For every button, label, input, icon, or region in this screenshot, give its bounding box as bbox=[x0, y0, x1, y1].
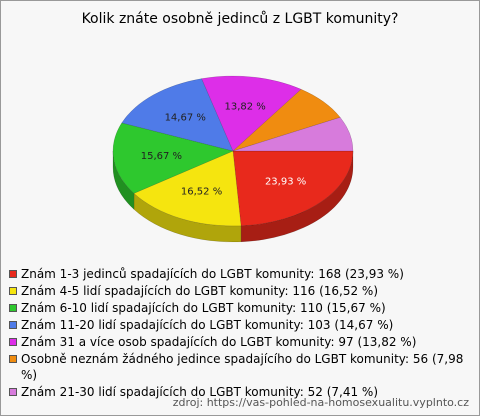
legend-swatch bbox=[9, 355, 17, 363]
slice bbox=[121, 78, 234, 152]
data-label: 14,67 % bbox=[165, 112, 206, 123]
legend-label: Znám 21-30 lidí spadajících do LGBT komu… bbox=[21, 385, 379, 399]
slice bbox=[232, 150, 354, 227]
legend: Znám 1-3 jedinců spadajících do LGBT kom… bbox=[9, 266, 471, 401]
legend-swatch bbox=[9, 287, 17, 295]
slice bbox=[232, 88, 341, 152]
data-label: 15,67 % bbox=[141, 151, 182, 162]
legend-label: Znám 6-10 lidí spadajících do LGBT komun… bbox=[21, 301, 386, 315]
legend-swatch bbox=[9, 270, 17, 278]
slice bbox=[112, 122, 234, 194]
legend-item: Osobně neznám žádného jedince spadajícíh… bbox=[9, 351, 471, 383]
source: zdroj: https://vas-pohled-na-homosexuali… bbox=[172, 396, 469, 409]
legend-item: Znám 11-20 lidí spadajících do LGBT komu… bbox=[9, 317, 471, 333]
legend-swatch bbox=[9, 388, 17, 396]
legend-label: Znám 11-20 lidí spadajících do LGBT komu… bbox=[21, 318, 394, 332]
legend-label: Znám 31 a více osob spadajících do LGBT … bbox=[21, 335, 417, 349]
slice bbox=[201, 75, 302, 152]
data-label: 13,82 % bbox=[224, 102, 265, 113]
legend-swatch bbox=[9, 304, 17, 312]
legend-label: Znám 4-5 lidí spadajících do LGBT komuni… bbox=[21, 284, 379, 298]
slice bbox=[232, 117, 354, 152]
chart-title: Kolik znáte osobně jedinců z LGBT komuni… bbox=[81, 11, 399, 27]
legend-swatch bbox=[9, 321, 17, 329]
legend-item: Znám 4-5 lidí spadajících do LGBT komuni… bbox=[9, 283, 471, 299]
slice bbox=[133, 150, 242, 227]
legend-item: Znám 21-30 lidí spadajících do LGBT komu… bbox=[9, 384, 471, 400]
pie-area: 23,93 % 16,52 % 15,67 % 14,67 % 13,82 % bbox=[112, 75, 354, 243]
data-label: 23,93 % bbox=[265, 177, 306, 188]
legend-label: Znám 1-3 jedinců spadajících do LGBT kom… bbox=[21, 267, 404, 281]
legend-label: Osobně neznám žádného jedince spadajícíh… bbox=[21, 352, 464, 382]
legend-item: Znám 31 a více osob spadajících do LGBT … bbox=[9, 334, 471, 350]
legend-item: Znám 1-3 jedinců spadajících do LGBT kom… bbox=[9, 266, 471, 282]
data-label: 16,52 % bbox=[181, 186, 222, 197]
legend-swatch bbox=[9, 338, 17, 346]
legend-item: Znám 6-10 lidí spadajících do LGBT komun… bbox=[9, 300, 471, 316]
